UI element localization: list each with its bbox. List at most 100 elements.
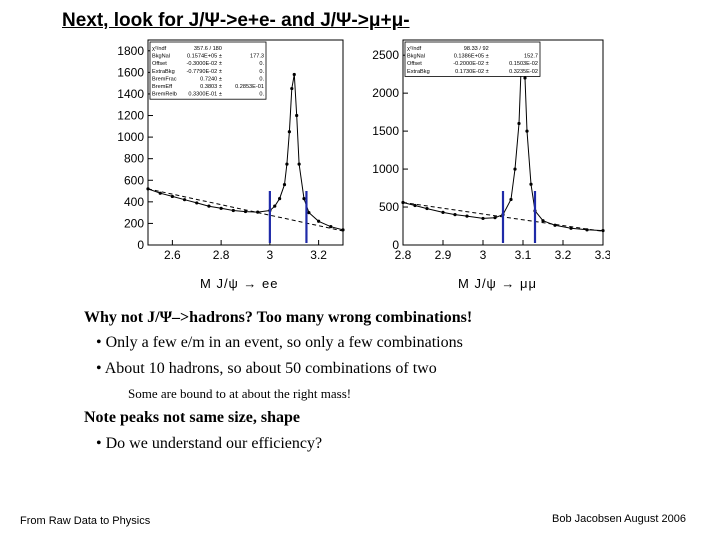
left-data-point [282,182,287,187]
left-ytick-label: 0 [137,238,144,252]
left-data-point [287,130,291,134]
right-stats-name: Offset [407,61,422,67]
plot-left-axis-label: M J/ψ → ee [200,276,279,291]
right-data-point [413,203,417,208]
right-stats-error: 0.3235E-02 [509,69,538,75]
right-ytick-label: 2000 [372,86,399,100]
left-stats-value: 0.1574E+05 ± [187,54,222,60]
left-stats-value: 0.7240 ± [200,76,222,82]
right-xtick-label: 2.8 [395,248,412,262]
left-stats-name: BremRelb [152,92,177,98]
right-stats-name: BkgNal [407,54,425,60]
left-ytick-label: 200 [124,216,144,230]
left-data-point [231,208,235,213]
right-data-point [401,200,405,205]
right-stats-box [404,41,541,77]
right-data-point [453,213,457,217]
right-stats-value: 0.1730E-02 ± [455,69,489,75]
footer-left: From Raw Data to Physics [20,515,151,527]
left-data-point [207,204,211,208]
bullet-50-combinations: • About 10 hadrons, so about 50 combinat… [96,360,437,377]
slide-title: Next, look for J/Ψ->e+e- and J/Ψ->μ+μ- [62,10,410,31]
left-data-point [317,219,321,223]
left-ytick-label: 800 [124,152,144,166]
left-data-point [158,191,162,195]
left-xtick-label: 2.8 [213,248,230,262]
right-data-point [585,228,589,232]
right-data-point [529,182,533,186]
right-xtick-label: 3.2 [555,248,572,262]
left-data-point [219,206,223,210]
left-data-point [195,201,199,205]
right-ytick-label: 0 [392,238,399,252]
left-ytick-label: 1800 [117,44,144,58]
left-data-point [285,162,289,166]
left-data-point [243,209,248,214]
right-ytick-label: 2500 [372,48,399,62]
left-data-point [329,225,333,229]
right-stats-value: -0.2000E-02 ± [453,61,488,67]
left-stats-name: ExtraBkg [152,69,175,75]
left-xtick-label: 3 [267,248,274,262]
left-ytick-label: 400 [124,195,144,209]
right-stats-value: 0.1386E+05 ± [454,54,489,60]
left-stats-value: 0.3300E-01 ± [188,92,222,98]
left-stats-value: -0.7790E-02 ± [186,69,221,75]
left-stats-error: 0. [259,69,264,75]
right-data-point [601,228,605,233]
right-data-point [513,167,517,171]
plot-right-axis-label: M J/ψ → μμ [458,276,538,291]
right-data-point [481,216,485,221]
left-ytick-label: 1400 [117,87,144,101]
left-stats-error: 0. [259,92,264,98]
left-stats-name: χ²/ndf [152,46,167,52]
left-data-point [341,228,345,232]
right-xtick-label: 2.9 [435,248,452,262]
left-data-point [278,197,282,201]
right-stats-error: 152.7 [524,54,538,60]
right-data-point [525,129,529,133]
left-xtick-label: 3.2 [310,248,327,262]
left-stats-value: -0.3000E-02 ± [186,61,221,67]
right-ytick-label: 1500 [372,124,399,138]
right-data-point [569,226,573,230]
left-stats-value: 357.6 / 180 [194,46,222,52]
left-frame [147,39,344,246]
left-data-point [307,211,311,215]
left-xtick-label: 2.6 [164,248,181,262]
left-stats-box [149,41,267,100]
right-xtick-label: 3 [480,248,487,262]
left-data-point [292,72,296,77]
left-ytick-label: 1200 [117,109,144,123]
right-stats-error: 0.1503E-02 [509,61,538,67]
plot-jpsi-mumu: 2500 2000 1500 1000 500 02.8 2.9 3 3.1 3.2 3.3 χ²/n… [372,39,610,262]
right-stats-name: χ²/ndf [407,46,422,52]
right-data-point [425,206,429,211]
left-ytick-label: 600 [124,173,144,187]
left-data-point [290,86,294,91]
left-stats-error: 0. [259,76,264,82]
right-frame [402,39,604,246]
left-background-fit [147,188,344,232]
right-data-point [523,76,527,80]
left-data-point [182,198,187,202]
bullet-efficiency: • Do we understand our efficiency? [96,435,323,452]
right-data-point [541,219,545,223]
right-stats-value: 98.33 / 92 [464,46,489,52]
note-peaks: Note peaks not same size, shape [84,409,300,426]
footer-right: Bob Jacobsen August 2006 [552,513,686,525]
left-data-point [302,197,306,201]
sub-note-bound: Some are bound to at about the right mas… [128,386,352,401]
left-stats-name: BkgNal [152,54,170,60]
left-stats-value: 0.3803 ± [200,84,222,90]
left-data-point [297,162,301,166]
right-data-point [441,210,445,214]
left-data-point [273,204,277,208]
left-data-point [170,194,174,199]
left-stats-name: BremEff [152,84,173,90]
left-stats-error: 177.3 [250,54,264,60]
bullet-few-combinations: • Only a few e/m in an event, so only a … [96,334,463,351]
question-hadrons: Why not J/Ψ–>hadrons? Too many wrong com… [84,309,473,326]
right-data-point [517,121,521,126]
left-data-point [295,113,299,118]
